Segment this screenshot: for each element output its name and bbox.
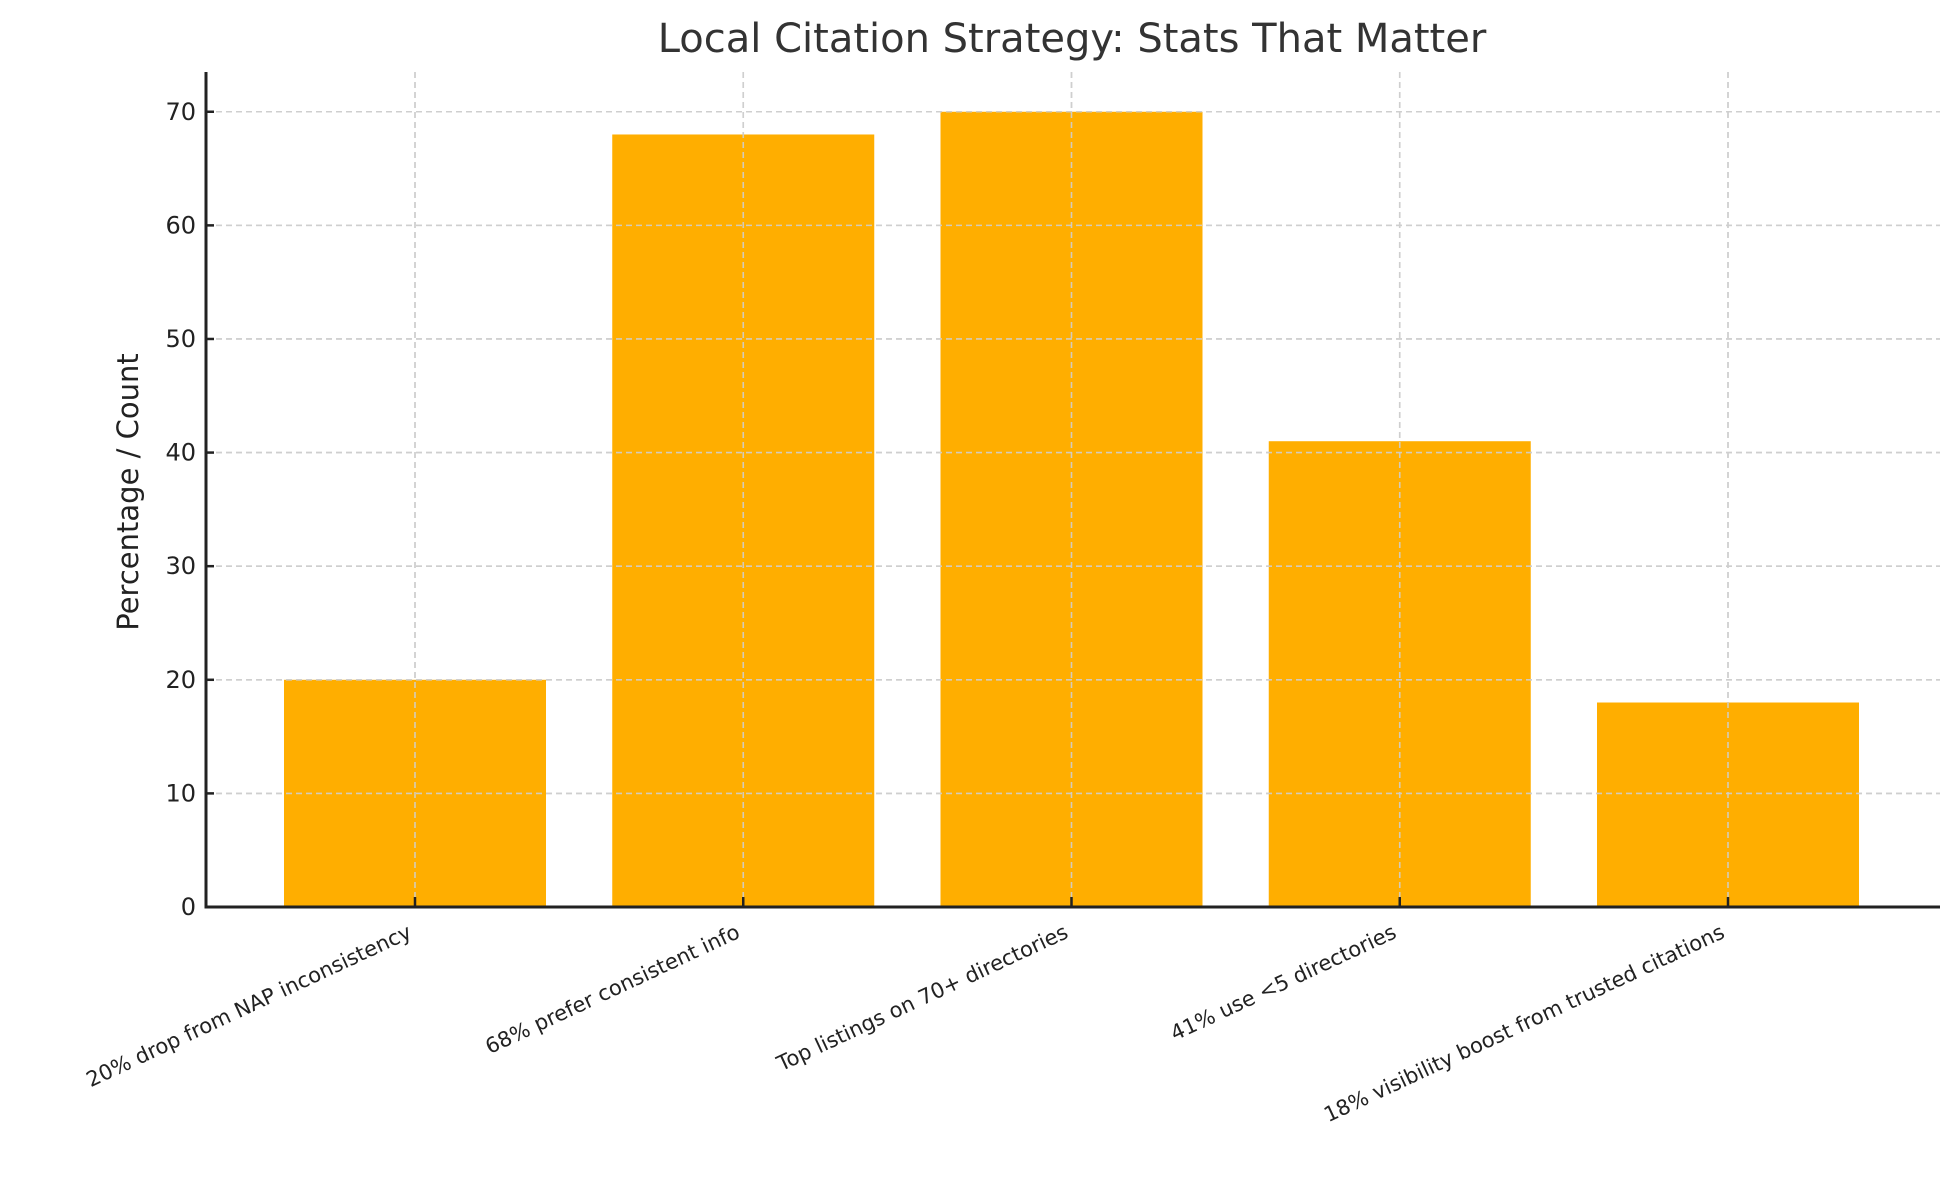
y-tick-label: 40 — [165, 439, 196, 467]
bar — [612, 134, 875, 908]
y-tick-label: 30 — [165, 552, 196, 580]
y-axis-label: Percentage / Count — [111, 353, 145, 630]
y-axis-ticks: 0 10 20 30 40 50 60 70 — [165, 98, 214, 921]
y-tick-label: 20 — [165, 666, 196, 694]
x-tick-label: 41% use <5 directories — [1167, 920, 1400, 1046]
y-tick-label: 70 — [165, 98, 196, 126]
x-tick-label: Top listings on 70+ directories — [772, 920, 1071, 1077]
y-tick-label: 60 — [165, 211, 196, 239]
x-tick-label: 20% drop from NAP inconsistency — [83, 920, 415, 1092]
x-tick-label: 68% prefer consistent info — [482, 920, 744, 1059]
y-tick-label: 0 — [181, 893, 196, 921]
bars — [206, 72, 1940, 908]
y-tick-label: 50 — [165, 325, 196, 353]
y-tick-label: 10 — [165, 779, 196, 807]
chart-title: Local Citation Strategy: Stats That Matt… — [658, 16, 1487, 62]
x-axis-ticks: 20% drop from NAP inconsistency 68% prefe… — [83, 897, 1730, 1127]
x-tick-label: 18% visibility boost from trusted citati… — [1320, 920, 1728, 1127]
